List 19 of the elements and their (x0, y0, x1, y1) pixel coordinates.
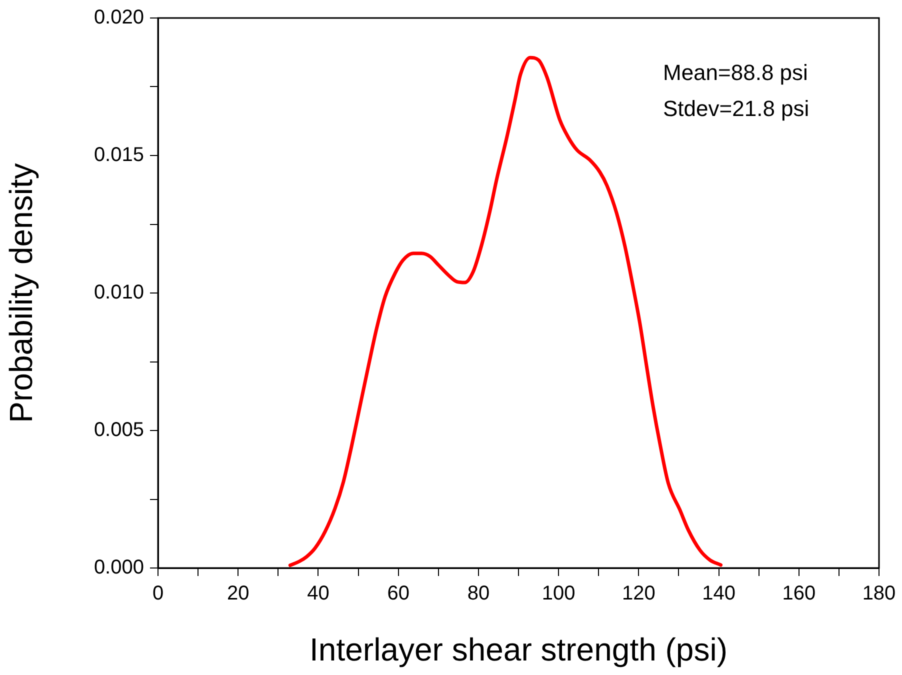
y-axis-title: Probability density (3, 163, 40, 423)
x-tick-label: 0 (152, 582, 164, 605)
x-axis-title: Interlayer shear strength (psi) (310, 632, 728, 668)
x-tick-label: 120 (622, 582, 656, 605)
x-tick-label: 180 (862, 582, 896, 605)
x-tick-label: 40 (307, 582, 330, 605)
y-tick-label: 0.020 (94, 6, 144, 29)
x-tick-label: 80 (467, 582, 490, 605)
x-tick-label: 20 (226, 582, 250, 605)
y-tick-label: 0.015 (94, 144, 144, 166)
x-tick-label: 140 (702, 582, 736, 605)
y-tick-label: 0.005 (94, 419, 144, 442)
x-tick-label: 160 (782, 582, 816, 605)
y-tick-label: 0.010 (94, 282, 144, 304)
x-tick-label: 60 (387, 582, 410, 605)
annotation: Mean=88.8 psi (663, 60, 808, 86)
y-tick-label: 0.000 (94, 556, 144, 579)
x-tick-label: 100 (542, 582, 576, 605)
annotation: Stdev=21.8 psi (663, 96, 810, 122)
